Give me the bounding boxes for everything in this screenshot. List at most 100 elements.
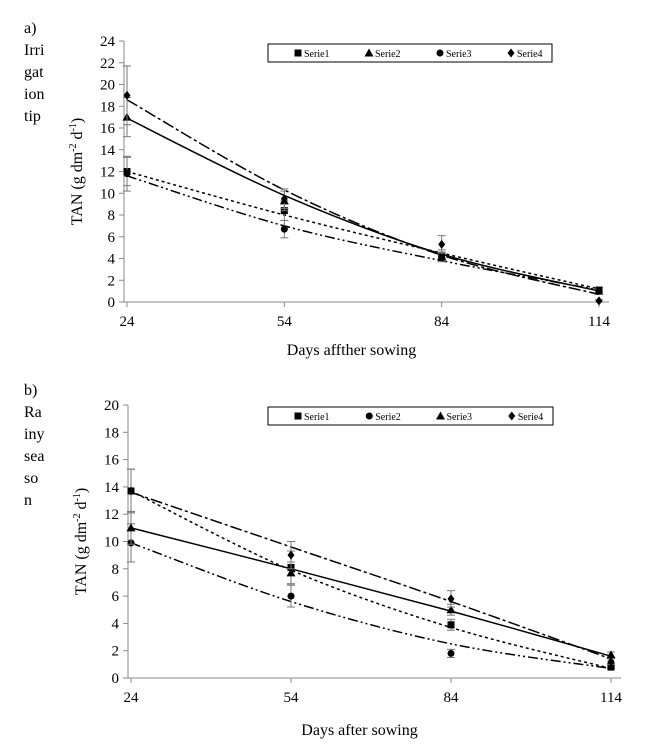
c1-x-tick-label: 114 bbox=[600, 690, 622, 706]
c0-y-axis-label: TAN (g dm-2 d-1) bbox=[68, 118, 86, 225]
c0-x-axis-label: Days affther sowing bbox=[287, 342, 416, 359]
c1-trend-line-serie3 bbox=[130, 527, 612, 657]
c0-legend-label-serie4: Serie4 bbox=[517, 49, 543, 60]
c0-y-tick-label: 18 bbox=[100, 99, 115, 115]
c0-legend-box bbox=[267, 43, 553, 63]
panel-a-label: a) Irri gat ion tip bbox=[24, 18, 64, 128]
c0-trend-line-serie4 bbox=[126, 99, 600, 296]
c1-legend-marker-serie4 bbox=[508, 411, 516, 421]
c0-legend-label-serie3: Serie3 bbox=[446, 49, 472, 60]
c0-y-tick-label: 8 bbox=[108, 208, 116, 224]
c0-series-serie4 bbox=[123, 65, 603, 306]
c0-series-serie2 bbox=[122, 97, 604, 295]
c0-legend-marker-serie1 bbox=[294, 49, 302, 57]
c0-x-tick-label: 24 bbox=[120, 314, 136, 330]
c1-data-point-serie4 bbox=[287, 550, 295, 560]
c0-data-point-serie3 bbox=[595, 287, 603, 295]
c1-trend-line-serie2 bbox=[130, 542, 612, 670]
c0-y-tick-label: 6 bbox=[108, 230, 116, 246]
c0-y-tick-label: 22 bbox=[100, 56, 115, 72]
c0-data-point-serie3 bbox=[123, 170, 131, 178]
panel-b-letter: b) bbox=[24, 382, 38, 399]
c1-y-tick-label: 0 bbox=[112, 671, 120, 687]
c0-trend-line-serie1 bbox=[126, 170, 600, 290]
c1-data-point-serie4 bbox=[607, 657, 615, 667]
c0-data-point-serie3 bbox=[280, 225, 288, 233]
c1-y-tick-label: 18 bbox=[104, 425, 119, 441]
c0-data-point-serie4 bbox=[280, 194, 288, 204]
c1-y-tick-label: 6 bbox=[112, 589, 120, 605]
c0-y-tick-label: 10 bbox=[100, 186, 115, 202]
c1-data-point-serie2 bbox=[447, 649, 455, 657]
c0-x-tick-label: 54 bbox=[277, 314, 293, 330]
c1-legend-marker-serie2 bbox=[365, 412, 373, 420]
c1-x-tick-label: 84 bbox=[444, 690, 460, 706]
c1-data-point-serie3 bbox=[446, 605, 456, 614]
c1-data-point-serie3 bbox=[606, 650, 616, 659]
c0-y-tick-label: 24 bbox=[100, 34, 116, 50]
panel-b-side-text-2: iny bbox=[24, 426, 45, 443]
c1-x-tick-label: 24 bbox=[124, 690, 140, 706]
c1-data-point-serie3 bbox=[126, 523, 136, 532]
c1-legend-label-serie2: Serie2 bbox=[375, 412, 401, 423]
c0-y-tick-label: 0 bbox=[108, 295, 116, 311]
c0-x-tick-label: 84 bbox=[434, 314, 450, 330]
c0-y-tick-label: 14 bbox=[100, 143, 116, 159]
c1-y-axis-label: TAN (g dm-2 d-1) bbox=[72, 488, 90, 595]
c1-legend-label-serie3: Serie3 bbox=[447, 412, 473, 423]
c0-legend-marker-serie2 bbox=[364, 48, 374, 57]
c0-y-tick-label: 12 bbox=[100, 165, 115, 181]
c1-legend-box bbox=[267, 406, 554, 426]
c0-y-tick-label: 20 bbox=[100, 78, 115, 94]
c1-y-tick-label: 20 bbox=[104, 398, 119, 414]
panel-a-side-text-3: ion bbox=[24, 86, 45, 103]
c0-legend-marker-serie3 bbox=[436, 49, 444, 57]
c1-data-point-serie3 bbox=[286, 568, 296, 577]
c1-series-serie3 bbox=[126, 510, 616, 659]
c1-legend-marker-serie3 bbox=[436, 411, 445, 420]
c1-data-point-serie2 bbox=[287, 592, 295, 600]
panel-a-letter: a) bbox=[24, 20, 37, 37]
panel-a-side-text-2: gat bbox=[24, 64, 44, 81]
panel-b-label: b) Ra iny sea so n bbox=[24, 380, 64, 512]
c1-data-point-serie4 bbox=[447, 594, 455, 604]
panel-b-side-text-4: so bbox=[24, 470, 39, 487]
panel-b-side-text-1: Ra bbox=[24, 404, 42, 421]
c1-y-tick-label: 16 bbox=[104, 453, 120, 469]
c1-y-tick-label: 12 bbox=[104, 507, 119, 523]
c0-x-tick-label: 114 bbox=[588, 314, 610, 330]
c1-legend-marker-serie1 bbox=[294, 412, 302, 420]
c1-legend-label-serie1: Serie1 bbox=[304, 412, 330, 423]
c1-legend-label-serie4: Serie4 bbox=[518, 412, 544, 423]
c1-series-serie4 bbox=[127, 468, 615, 667]
c0-legend-label-serie2: Serie2 bbox=[375, 49, 401, 60]
c1-legend: Serie1 Serie2 Serie3 Serie4 bbox=[267, 406, 554, 426]
c1-y-tick-label: 10 bbox=[104, 535, 119, 551]
c0-trend-line-serie3 bbox=[126, 175, 600, 291]
c0-data-point-serie4 bbox=[438, 239, 446, 249]
c1-y-tick-label: 14 bbox=[104, 480, 120, 496]
panel-b-side-text-3: sea bbox=[24, 448, 45, 465]
c1-x-axis-label: Days after sowing bbox=[301, 722, 417, 739]
c1-trend-line-serie1 bbox=[130, 490, 612, 670]
panel-a-side-text-1: Irri bbox=[24, 42, 45, 59]
panel-b-side-text-5: n bbox=[24, 492, 32, 509]
c1-y-tick-label: 4 bbox=[112, 616, 120, 632]
c0-data-point-serie4 bbox=[595, 296, 603, 306]
panel-a-side-text-4: tip bbox=[24, 108, 41, 125]
c0-y-tick-label: 2 bbox=[108, 273, 116, 289]
c1-trend-line-serie4 bbox=[130, 491, 612, 660]
c1-data-point-serie4 bbox=[127, 486, 135, 496]
c0-data-point-serie4 bbox=[123, 90, 131, 100]
c0-legend-marker-serie4 bbox=[507, 48, 515, 58]
c0-legend-label-serie1: Serie1 bbox=[304, 49, 330, 60]
c1-x-tick-label: 54 bbox=[284, 690, 300, 706]
c0-y-tick-label: 16 bbox=[100, 121, 116, 137]
c1-y-tick-label: 8 bbox=[112, 562, 120, 578]
c1-y-tick-label: 2 bbox=[112, 644, 120, 660]
c0-legend: Serie1 Serie2 Serie3 Serie4 bbox=[267, 43, 553, 63]
c0-y-tick-label: 4 bbox=[108, 252, 116, 268]
